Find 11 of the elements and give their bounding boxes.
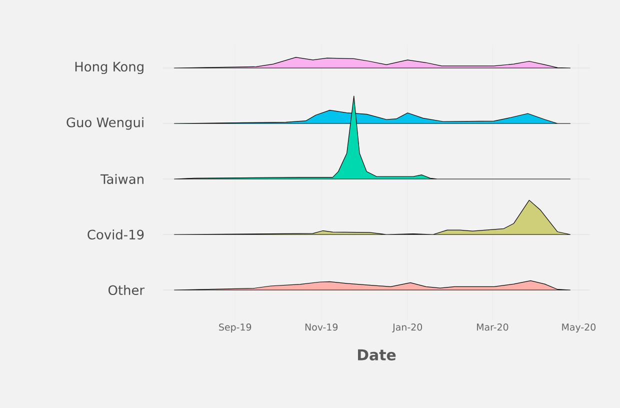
y-axis-title: Other bbox=[108, 284, 145, 296]
y-axis-title: Hong Kong bbox=[75, 62, 144, 74]
x-tick-label: Sep-19 bbox=[219, 324, 252, 333]
x-tick-label: May-20 bbox=[562, 324, 596, 333]
y-axis-title: Covid-19 bbox=[88, 229, 144, 240]
y-axis-title: Guo Wengui bbox=[66, 117, 144, 130]
x-tick-label: Mar-20 bbox=[477, 324, 508, 331]
x-tick-label: Jan-20 bbox=[392, 324, 422, 332]
y-axis-title: Taiwan bbox=[100, 174, 144, 184]
x-tick-label: Nov-19 bbox=[305, 324, 338, 331]
x-axis-title: Date bbox=[358, 349, 396, 360]
